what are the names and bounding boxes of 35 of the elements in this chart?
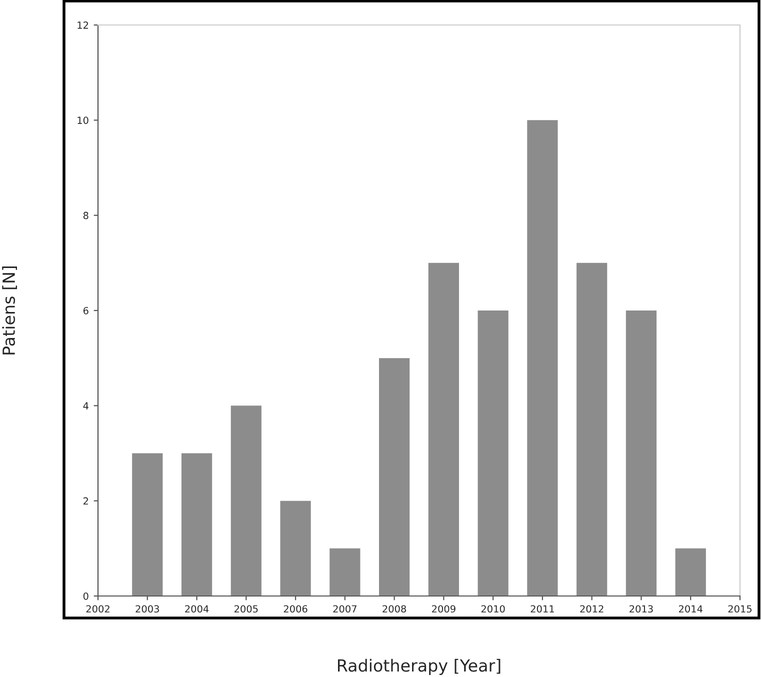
x-tick-label: 2013 <box>630 605 653 613</box>
bar <box>576 262 608 596</box>
y-tick-label: 0 <box>83 592 88 600</box>
bar <box>230 406 262 596</box>
y-tick-label: 12 <box>78 21 88 29</box>
x-tick-label: 2015 <box>728 605 752 613</box>
x-tick-label: 2008 <box>382 605 406 613</box>
x-tick-label: 2007 <box>333 605 356 613</box>
y-tick-label: 10 <box>78 116 88 124</box>
x-tick-label: 2011 <box>530 605 554 613</box>
x-axis-title: Radiotherapy [Year] <box>338 658 500 676</box>
bar <box>330 548 360 596</box>
x-tick-label: 2009 <box>432 605 456 613</box>
bar <box>527 120 558 596</box>
y-tick-label: 4 <box>83 402 88 410</box>
x-tick-label: 2006 <box>284 605 308 613</box>
bar <box>280 500 311 596</box>
x-tick-label: 2002 <box>86 605 110 613</box>
y-axis-title: Patiens [N] <box>2 266 17 354</box>
bar <box>428 262 459 596</box>
bar <box>675 548 706 596</box>
x-tick-label: 2003 <box>136 605 159 613</box>
bar <box>626 310 657 596</box>
x-tick-label: 2014 <box>678 605 702 613</box>
bar <box>379 358 410 596</box>
x-tick-label: 2005 <box>234 605 258 613</box>
bar <box>181 453 212 596</box>
y-tick-label: 8 <box>83 212 88 220</box>
y-tick-label: 6 <box>83 306 88 314</box>
x-tick-label: 2012 <box>580 605 604 613</box>
x-tick-label: 2010 <box>481 605 505 613</box>
x-tick-label: 2004 <box>185 605 209 613</box>
y-tick-label: 2 <box>84 497 88 505</box>
bar <box>478 310 508 596</box>
bar <box>132 453 163 596</box>
